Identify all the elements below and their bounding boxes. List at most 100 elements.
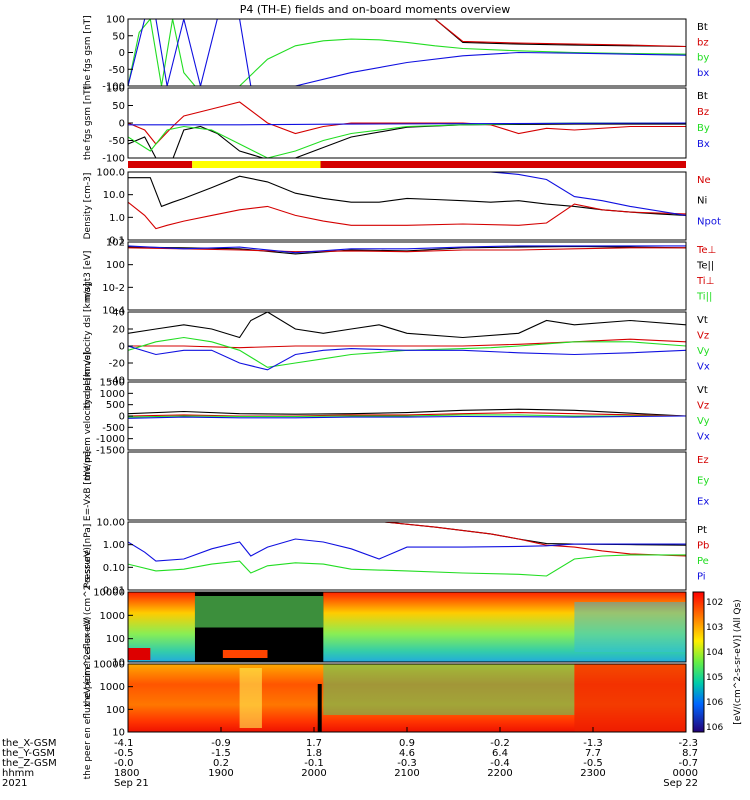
time-tick-hhmm: 0000 <box>673 768 698 779</box>
y-axis-label: the fgs gsm [nT] <box>83 15 93 89</box>
y-tick-label: 0 <box>119 119 125 130</box>
y-tick-label: 100 <box>106 634 125 645</box>
legend-entry-pi: Pi <box>697 572 706 583</box>
legend-entry-vx: Vx <box>697 432 710 443</box>
y-tick-label: 100 <box>106 705 125 716</box>
time-tick-zgsm: -0.4 <box>490 758 510 769</box>
spectrogram-yellow-column <box>239 668 262 728</box>
legend-entry-ne: Ne <box>697 175 711 186</box>
y-tick-label: -50 <box>109 65 125 76</box>
legend-entry-by: by <box>697 53 709 64</box>
series-line-bx <box>128 19 686 86</box>
time-tick-ygsm: 8.7 <box>682 748 698 759</box>
colorbar-tick: 106 <box>706 723 723 733</box>
time-tick-xgsm: -2.3 <box>678 738 698 749</box>
y-tick-label: 1000 <box>100 611 125 622</box>
time-axis-row-label: 2021 <box>2 778 27 789</box>
y-tick-label: 500 <box>106 400 125 411</box>
series-line-bt <box>128 123 686 158</box>
time-tick-zgsm: -0.5 <box>583 758 603 769</box>
y-tick-label: -100 <box>102 154 125 165</box>
panel-8 <box>127 521 687 591</box>
legend-entry-pt: Pt <box>697 525 707 536</box>
time-axis-row-label: the_Z-GSM <box>2 758 57 769</box>
mode-bar-segment <box>320 161 686 168</box>
legend-entry-bz: Bz <box>697 107 709 118</box>
legend-entry-ez: Ez <box>697 455 709 466</box>
series-line-vy <box>128 336 686 368</box>
panel-4 <box>127 241 687 311</box>
legend-entry-bt: Bt <box>697 22 708 33</box>
series-line-ti <box>128 245 686 254</box>
series-line-pi <box>128 538 686 562</box>
legend-entry-vy: Vy <box>697 346 710 357</box>
y-axis-label: Density [cm-3] <box>83 173 93 240</box>
y-tick-label: 1000 <box>100 682 125 693</box>
series-line-bz <box>434 19 686 48</box>
series-line-bz <box>128 101 686 145</box>
y-tick-label: -1000 <box>96 434 125 445</box>
panel-2 <box>127 87 687 168</box>
y-tick-label: 1500 <box>100 378 125 389</box>
y-tick-label: 10.00 <box>96 518 125 529</box>
panel-9 <box>127 591 687 663</box>
time-tick-xgsm: -0.2 <box>490 738 510 749</box>
y-tick-label: 10-4 <box>102 306 125 317</box>
legend-entry-vz: Vz <box>697 401 709 412</box>
series-line-te <box>128 245 686 255</box>
legend-entry-ti: Ti|| <box>696 292 712 303</box>
panel-5 <box>127 311 687 381</box>
colorbar-tick: 103 <box>706 623 723 633</box>
y-tick-label: 100.0 <box>96 168 125 179</box>
time-tick-zgsm: -0.7 <box>678 758 698 769</box>
time-tick-ygsm: -0.5 <box>114 748 134 759</box>
spectrogram-low-energy-red <box>128 648 151 660</box>
y-tick-label: 1.00 <box>103 540 125 551</box>
colorbar-tick: 105 <box>706 673 723 683</box>
panel-3 <box>127 171 687 241</box>
series-line-pt <box>384 522 686 546</box>
y-tick-label: 0 <box>119 342 125 353</box>
y-tick-label: -500 <box>102 423 125 434</box>
legend-entry-te: Te|| <box>696 261 714 272</box>
panel-1 <box>127 18 687 87</box>
panel-frame <box>127 591 687 663</box>
time-tick-hhmm: 2200 <box>487 768 512 779</box>
y-tick-label: -20 <box>109 359 125 370</box>
y-tick-label: -40 <box>109 376 125 387</box>
y-tick-label: -100 <box>102 82 125 93</box>
y-tick-label: 10.0 <box>103 190 125 201</box>
y-tick-label: 1.0 <box>109 213 125 224</box>
time-tick-ygsm: -1.5 <box>211 748 231 759</box>
time-tick-zgsm: -0.3 <box>397 758 417 769</box>
time-axis-row-label: the_Y-GSM <box>2 748 55 759</box>
colorbar-tick: 102 <box>706 598 723 608</box>
panel-frame <box>127 521 687 591</box>
panel-10 <box>127 663 687 733</box>
y-tick-label: 10000 <box>93 588 125 599</box>
y-axis-label: Pressure [nPa] <box>83 524 93 589</box>
panel-7 <box>127 451 687 521</box>
series-line-vx <box>128 415 686 419</box>
y-tick-label: 0 <box>119 412 125 423</box>
y-axis-label: the fgs gsm [nT] <box>83 86 93 160</box>
time-tick-ygsm: 1.8 <box>306 748 322 759</box>
legend-entry-ni: Ni <box>697 196 707 207</box>
series-line-vz <box>128 412 686 417</box>
series-line-te <box>128 247 686 253</box>
legend-entry-bz: bz <box>697 37 709 48</box>
time-tick-date: Sep 21 <box>114 778 149 789</box>
time-tick-date: Sep 22 <box>663 778 698 789</box>
series-line-vt <box>128 408 686 417</box>
time-tick-hhmm: 1900 <box>208 768 233 779</box>
y-axis-label: magt3 [eV] <box>83 251 93 302</box>
legend-entry-bx: Bx <box>697 139 710 150</box>
legend-entry-pb: Pb <box>697 541 709 552</box>
y-axis-label: the peim velocity dsl [km/s] <box>83 283 93 409</box>
panel-frame <box>127 171 687 241</box>
time-axis-row-label: hhmm <box>2 768 34 779</box>
series-line-vy <box>128 414 686 418</box>
y-tick-label: 102 <box>106 238 125 249</box>
series-line-npot <box>490 172 686 216</box>
